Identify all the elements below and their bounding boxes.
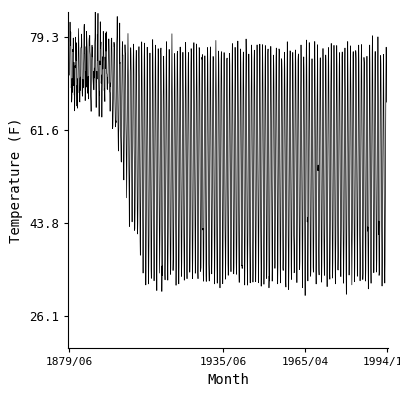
X-axis label: Month: Month [207, 372, 249, 386]
Y-axis label: Temperature (F): Temperature (F) [10, 117, 24, 243]
